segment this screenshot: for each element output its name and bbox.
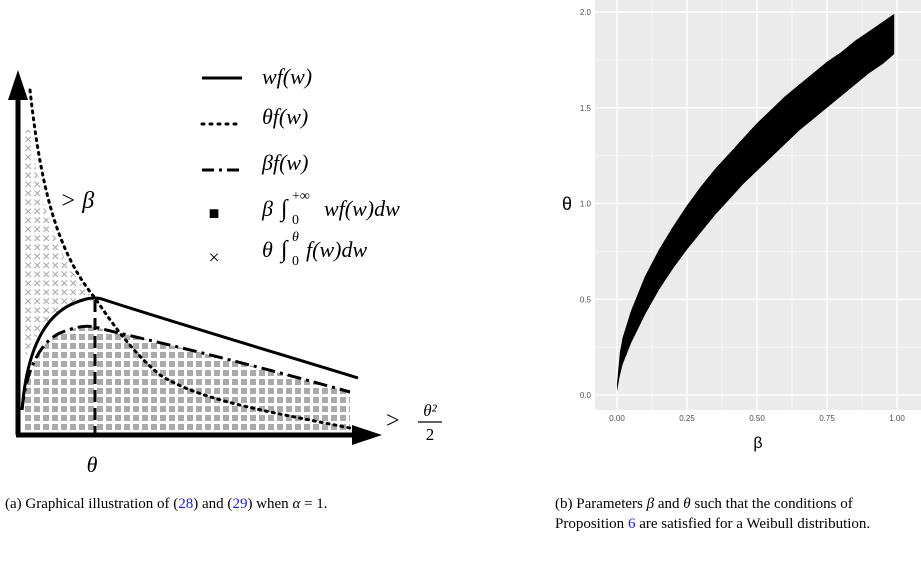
y-tick-label: 0.0 <box>580 391 592 400</box>
caption-a-text-1: (a) Graphical illustration of ( <box>5 496 179 512</box>
legend-beta-int-integrand: wf(w)dw <box>324 196 400 221</box>
gt-beta-label: > β <box>60 188 94 214</box>
caption-a-alpha: α <box>292 496 301 512</box>
figure-a: > β > θ² 2 θ wf(w) θf(w) βf(w) ■ β ∫ +∞ … <box>8 64 442 477</box>
legend-cross-marker: × <box>208 247 219 269</box>
caption-b-text-1: (b) Parameters <box>555 496 647 512</box>
legend-thetaf-label: θf(w) <box>262 104 308 129</box>
legend: wf(w) θf(w) βf(w) ■ β ∫ +∞ 0 wf(w)dw × θ… <box>200 64 400 269</box>
theta-axis-label: θ <box>87 452 98 477</box>
frac-numerator: θ² <box>423 401 437 420</box>
theta-f-curve <box>28 88 352 430</box>
x-tick-label: 0.00 <box>609 414 625 423</box>
axis-ticks: 0.00 0.25 0.50 0.75 1.00 0.0 0.5 1.0 1.5 2.0 <box>580 8 905 423</box>
legend-theta-int-lower: 0 <box>292 254 299 269</box>
y-tick-label: 2.0 <box>580 8 592 17</box>
legend-theta-int-integrand: f(w)dw <box>306 237 367 262</box>
x-tick-label: 0.50 <box>749 414 765 423</box>
x-axis-arrow <box>352 425 382 445</box>
figure-b: 0.00 0.25 0.50 0.75 1.00 0.0 0.5 1.0 1.5 2.0 β θ <box>555 0 921 564</box>
equation-ref-29[interactable]: 29 <box>232 496 248 512</box>
legend-square-marker: ■ <box>209 203 220 223</box>
proposition-ref-6[interactable]: 6 <box>627 516 636 532</box>
legend-theta-int-upper: θ <box>292 230 299 245</box>
legend-wf-label: wf(w) <box>262 64 312 89</box>
frac-denominator: 2 <box>426 425 435 444</box>
caption-b-theta: θ <box>683 496 691 512</box>
graphical-illustration: > β > θ² 2 θ wf(w) θf(w) βf(w) ■ β ∫ +∞ … <box>8 64 442 477</box>
legend-beta-int-sign: ∫ <box>279 196 289 223</box>
caption-b: (b) Parameters β and θ such that the con… <box>555 494 921 534</box>
x-tick-label: 1.00 <box>889 414 905 423</box>
beta-f-curve <box>20 324 351 411</box>
caption-a-text-4: = 1. <box>300 496 328 512</box>
caption-a-text-2: ) and ( <box>193 496 233 512</box>
caption-a-text-3: ) when <box>247 496 293 512</box>
legend-beta-int-prefix: β <box>261 196 273 221</box>
legend-betaf-label: βf(w) <box>261 150 308 175</box>
y-tick-label: 0.5 <box>580 295 592 304</box>
equation-ref-28[interactable]: 28 <box>178 496 194 512</box>
y-tick-label: 1.5 <box>580 104 592 113</box>
y-axis-label: θ <box>562 194 572 214</box>
legend-theta-int-prefix: θ <box>262 237 273 262</box>
legend-theta-int-sign: ∫ <box>279 237 289 264</box>
beta-integral-region <box>22 326 350 435</box>
caption-b-text-3: such that the conditions of Proposition <box>555 496 853 532</box>
caption-b-text-2: and <box>654 496 684 512</box>
gt-label: > <box>386 408 400 434</box>
caption-b-beta: β <box>646 496 655 512</box>
caption-b-text-4: are satisfied for a Weibull distribution… <box>635 516 871 532</box>
theta-integral-region <box>22 130 95 370</box>
x-axis-label: β <box>753 435 762 452</box>
y-axis-arrow <box>8 70 28 100</box>
legend-beta-int-upper: +∞ <box>292 189 310 204</box>
weibull-parameter-chart: 0.00 0.25 0.50 0.75 1.00 0.0 0.5 1.0 1.5 2.0 β θ <box>562 0 921 452</box>
feasible-region <box>617 13 895 392</box>
legend-beta-int-lower: 0 <box>292 213 299 228</box>
caption-a: (a) Graphical illustration of (28) and (… <box>5 494 475 514</box>
y-tick-label: 1.0 <box>580 200 592 209</box>
wf-curve <box>20 296 359 411</box>
x-tick-label: 0.25 <box>679 414 695 423</box>
x-tick-label: 0.75 <box>819 414 835 423</box>
